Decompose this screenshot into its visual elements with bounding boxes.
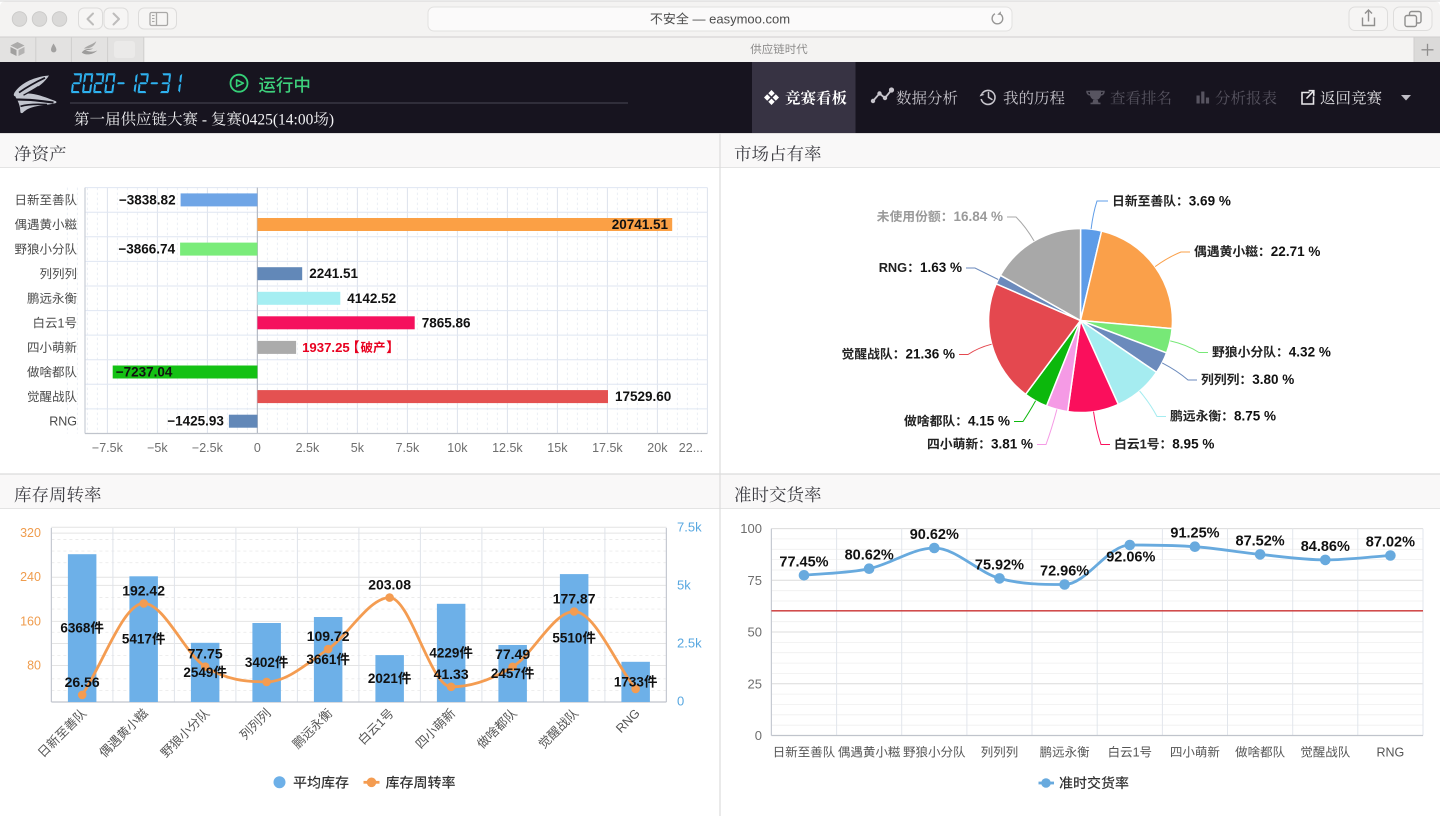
svg-text:320: 320 xyxy=(20,526,41,540)
svg-text:3.80 %: 3.80 % xyxy=(1252,372,1294,387)
svg-text:RNG: RNG xyxy=(49,415,77,429)
svg-text:5k: 5k xyxy=(677,577,691,592)
svg-text:3.81 %: 3.81 % xyxy=(991,437,1033,452)
svg-text:0: 0 xyxy=(677,694,684,709)
svg-text:): ) xyxy=(329,112,334,129)
svg-text:20741.51: 20741.51 xyxy=(612,217,669,232)
svg-text:8.75 %: 8.75 % xyxy=(1234,409,1276,424)
svg-text:1: 1 xyxy=(58,316,65,330)
svg-text:5510: 5510 xyxy=(552,631,582,646)
svg-text:2.5k: 2.5k xyxy=(677,636,702,651)
svg-text:RNG: RNG xyxy=(1377,746,1405,760)
svg-text:3.69 %: 3.69 % xyxy=(1189,194,1231,209)
svg-text:1937.25: 1937.25 xyxy=(302,340,350,355)
svg-text:12.5k: 12.5k xyxy=(492,441,523,455)
svg-text:22.71 %: 22.71 % xyxy=(1271,244,1321,259)
svg-text:−5k: −5k xyxy=(147,441,168,455)
svg-text:7.5k: 7.5k xyxy=(677,519,702,534)
svg-text:4.32 %: 4.32 % xyxy=(1289,345,1331,360)
svg-text:— easymoo.com: — easymoo.com xyxy=(689,12,790,27)
svg-text:20k: 20k xyxy=(647,441,668,455)
svg-text:87.52%: 87.52% xyxy=(1236,533,1285,549)
svg-text:10k: 10k xyxy=(447,441,468,455)
svg-text:21.36 %: 21.36 % xyxy=(906,347,956,362)
svg-text:17529.60: 17529.60 xyxy=(615,389,671,404)
svg-text:2549: 2549 xyxy=(183,665,213,680)
svg-text:41.33: 41.33 xyxy=(434,666,469,682)
svg-text:25: 25 xyxy=(748,676,762,691)
svg-text:80: 80 xyxy=(27,659,41,673)
svg-text:87.02%: 87.02% xyxy=(1366,535,1415,551)
svg-text:160: 160 xyxy=(20,614,41,628)
svg-text:−1425.93: −1425.93 xyxy=(167,414,224,429)
svg-text:7865.86: 7865.86 xyxy=(422,315,471,330)
svg-text:−3866.74: −3866.74 xyxy=(118,242,175,257)
svg-text:17.5k: 17.5k xyxy=(592,441,623,455)
svg-text:90.62%: 90.62% xyxy=(910,527,959,543)
svg-text:50: 50 xyxy=(748,625,762,640)
svg-text:72.96%: 72.96% xyxy=(1040,564,1089,580)
svg-text:177.87: 177.87 xyxy=(553,591,596,607)
svg-text:0: 0 xyxy=(755,728,762,743)
svg-text:80.62%: 80.62% xyxy=(845,548,894,564)
svg-text:75.92%: 75.92% xyxy=(975,557,1024,573)
svg-text:15k: 15k xyxy=(547,441,568,455)
svg-text:4.15 %: 4.15 % xyxy=(968,414,1010,429)
svg-text:−7237.04: −7237.04 xyxy=(116,365,173,380)
svg-text:2021: 2021 xyxy=(368,671,399,686)
svg-text:75: 75 xyxy=(748,573,762,588)
svg-text:6368: 6368 xyxy=(60,621,91,636)
svg-text:5417: 5417 xyxy=(122,632,152,647)
svg-text:RNG: RNG xyxy=(879,260,907,275)
svg-text:1733: 1733 xyxy=(614,674,645,689)
svg-text:240: 240 xyxy=(20,570,41,584)
svg-text:3661: 3661 xyxy=(306,652,337,667)
svg-text:1: 1 xyxy=(1140,437,1147,452)
svg-text:−2.5k: −2.5k xyxy=(192,441,224,455)
svg-text:26.56: 26.56 xyxy=(65,674,100,690)
svg-text:1.63 %: 1.63 % xyxy=(920,260,962,275)
svg-text:2241.51: 2241.51 xyxy=(309,266,358,281)
svg-text:4229: 4229 xyxy=(429,645,459,660)
svg-text:91.25%: 91.25% xyxy=(1170,526,1219,542)
svg-text:77.45%: 77.45% xyxy=(779,554,828,570)
svg-text:84.86%: 84.86% xyxy=(1301,539,1350,555)
svg-text:5k: 5k xyxy=(351,441,365,455)
svg-text:−7.5k: −7.5k xyxy=(92,441,124,455)
svg-text:-: - xyxy=(198,112,211,129)
svg-text:3402: 3402 xyxy=(245,655,275,670)
svg-text:0: 0 xyxy=(254,441,261,455)
svg-text:77.49: 77.49 xyxy=(495,646,530,662)
svg-text:203.08: 203.08 xyxy=(368,577,411,593)
svg-text:192.42: 192.42 xyxy=(122,582,165,598)
svg-text:100: 100 xyxy=(740,521,762,536)
svg-text:8.95 %: 8.95 % xyxy=(1172,437,1214,452)
svg-text:7.5k: 7.5k xyxy=(396,441,420,455)
svg-text:22...: 22... xyxy=(679,441,703,455)
svg-text:−3838.82: −3838.82 xyxy=(119,192,176,207)
svg-text:2457: 2457 xyxy=(491,666,521,681)
svg-text:0425(14:00: 0425(14:00 xyxy=(242,112,314,129)
svg-text:4142.52: 4142.52 xyxy=(347,291,396,306)
svg-text:2.5k: 2.5k xyxy=(296,441,320,455)
svg-text:1: 1 xyxy=(1133,746,1140,760)
svg-text:77.75: 77.75 xyxy=(188,646,223,662)
svg-text:16.84 %: 16.84 % xyxy=(954,209,1004,224)
svg-text:109.72: 109.72 xyxy=(307,628,350,644)
svg-text:92.06%: 92.06% xyxy=(1106,550,1155,566)
